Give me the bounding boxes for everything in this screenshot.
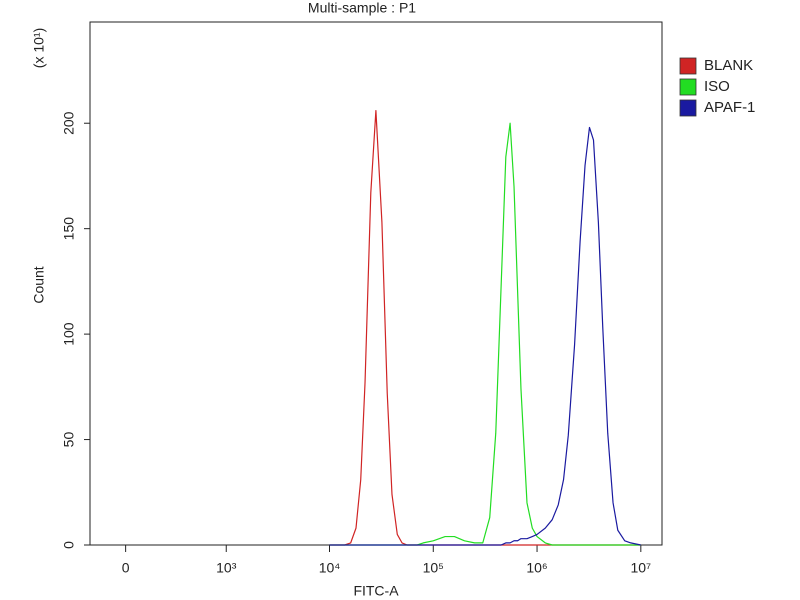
y-tick-label: 0 bbox=[61, 541, 77, 549]
y-tick-label: 50 bbox=[61, 432, 77, 448]
legend-label: ISO bbox=[704, 78, 730, 95]
legend-swatch bbox=[679, 57, 697, 75]
x-tick-label: 0 bbox=[122, 560, 130, 576]
legend-swatch bbox=[679, 78, 697, 96]
chart-title: Multi-sample : P1 bbox=[308, 0, 416, 16]
y-tick-label: 100 bbox=[61, 322, 77, 346]
x-tick-label: 10⁵ bbox=[423, 560, 444, 576]
y-tick-label: 200 bbox=[61, 111, 77, 135]
histogram-line bbox=[329, 126, 641, 546]
x-axis-label: FITC-A bbox=[353, 583, 399, 599]
y-multiplier: (x 10¹) bbox=[31, 28, 47, 68]
legend-swatch bbox=[679, 99, 697, 117]
legend-label: BLANK bbox=[704, 57, 753, 74]
plot-frame bbox=[89, 21, 663, 546]
x-tick-label: 10³ bbox=[216, 560, 237, 576]
y-tick-label: 150 bbox=[61, 217, 77, 241]
histogram-line bbox=[329, 122, 641, 546]
x-tick-label: 10⁷ bbox=[630, 560, 651, 576]
histogram-line bbox=[329, 109, 641, 546]
y-axis-label: Count bbox=[31, 266, 47, 303]
x-tick-label: 10⁴ bbox=[319, 560, 341, 576]
x-tick-label: 10⁶ bbox=[526, 560, 547, 576]
legend-label: APAF-1 bbox=[704, 99, 755, 116]
